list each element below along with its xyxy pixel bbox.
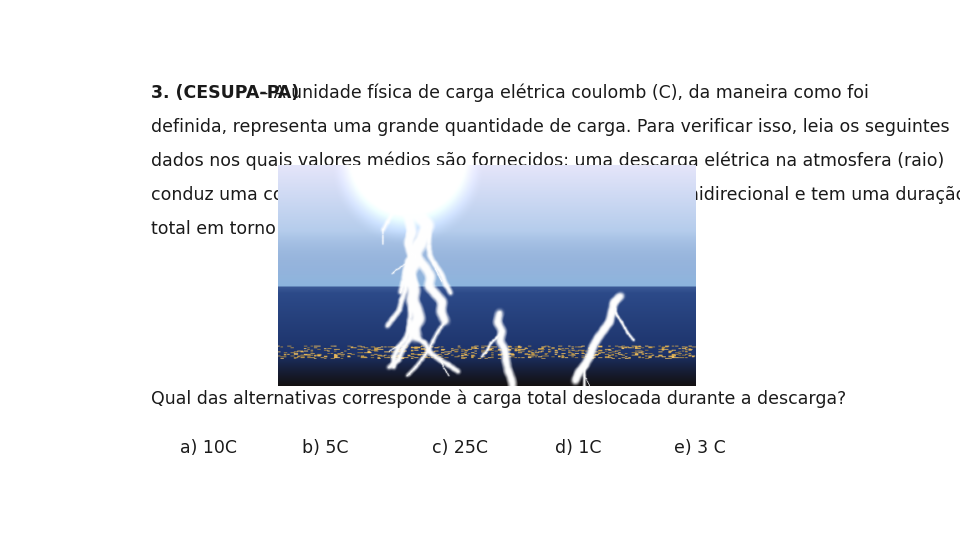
Text: e) 3 C: e) 3 C [674,439,726,457]
Text: d) 1C: d) 1C [555,439,602,457]
Text: 3. (CESUPA-PA): 3. (CESUPA-PA) [152,84,300,102]
Text: definida, representa uma grande quantidade de carga. Para verificar isso, leia o: definida, representa uma grande quantida… [152,118,949,136]
Text: c) 25C: c) 25C [432,439,489,457]
Text: s.: s. [360,220,374,238]
Text: total em torno de 2,0 . 10: total em torno de 2,0 . 10 [152,220,375,238]
Text: Qual das alternativas corresponde à carga total deslocada durante a descarga?: Qual das alternativas corresponde à carg… [152,389,847,408]
Text: a) 10C: a) 10C [180,439,236,457]
Text: −4: −4 [347,212,365,225]
Text: conduz uma corrente em torno de 50 000A. Esta corrente é unidirecional e tem uma: conduz uma corrente em torno de 50 000A.… [152,186,960,204]
Text: – A unidade física de carga elétrica coulomb (C), da maneira como foi: – A unidade física de carga elétrica cou… [253,84,869,102]
Text: dados nos quais valores médios são fornecidos: uma descarga elétrica na atmosfer: dados nos quais valores médios são forne… [152,152,945,170]
Text: b) 5C: b) 5C [302,439,348,457]
